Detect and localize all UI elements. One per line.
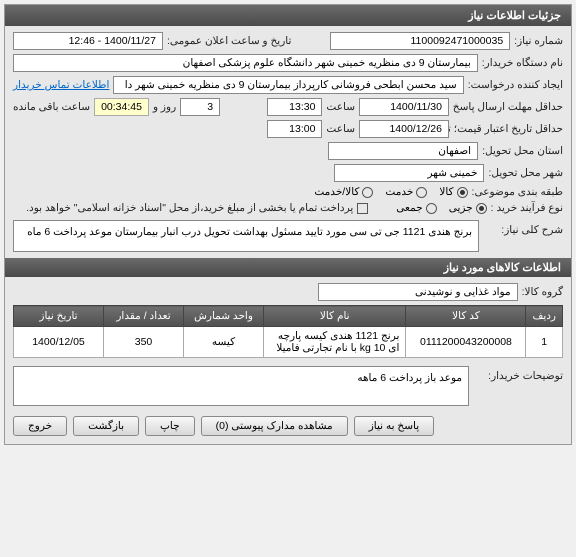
city-label: شهر محل تحویل:	[488, 167, 563, 179]
radio-icon	[476, 203, 487, 214]
th-unit: واحد شمارش	[184, 306, 264, 327]
countdown-field: 00:34:45	[94, 98, 149, 116]
class-opt-both[interactable]: کالا/خدمت	[314, 186, 373, 198]
cell-unit: کیسه	[184, 327, 264, 358]
classification-label: طبقه بندی موضوعی:	[472, 186, 563, 198]
th-code: کد کالا	[406, 306, 526, 327]
th-qty: تعداد / مقدار	[104, 306, 184, 327]
ptype-opt-bulk[interactable]: جمعی	[396, 202, 436, 214]
pub-date-field: 1400/11/27 - 12:46	[13, 32, 163, 50]
button-row: پاسخ به نیاز مشاهده مدارک پیوستی (0) چاپ…	[13, 410, 563, 438]
th-name: نام کالا	[264, 306, 406, 327]
contact-link[interactable]: اطلاعات تماس خریدار	[13, 79, 109, 91]
respond-button[interactable]: پاسخ به نیاز	[354, 416, 434, 436]
cell-name: برنج 1121 هندی کیسه پارچه ای 10 kg با نا…	[264, 327, 406, 358]
radio-icon	[416, 187, 427, 198]
time-label-1: ساعت	[326, 101, 355, 113]
ptype-opt-minor[interactable]: جزیی	[449, 202, 487, 214]
cell-date: 1400/12/05	[14, 327, 104, 358]
class-opt-service[interactable]: خدمت	[385, 186, 427, 198]
cell-qty: 350	[104, 327, 184, 358]
table-header-row: ردیف کد کالا نام کالا واحد شمارش تعداد /…	[14, 306, 563, 327]
goods-table: ردیف کد کالا نام کالا واحد شمارش تعداد /…	[13, 305, 563, 358]
city-field: خمینی شهر	[334, 164, 484, 182]
purchase-type-group: جزیی جمعی	[396, 202, 486, 214]
creator-field: سید محسن ابطحی فروشانی کارپرداز بیمارستا…	[113, 76, 463, 94]
province-label: استان محل تحویل:	[482, 145, 563, 157]
radio-icon	[362, 187, 373, 198]
purchase-type-label: نوع فرآیند خرید :	[491, 202, 563, 214]
time-label-2: ساعت	[326, 123, 355, 135]
need-desc-label: شرح کلی نیاز:	[483, 220, 563, 236]
treasury-checkbox[interactable]	[357, 203, 368, 214]
pub-date-label: تاریخ و ساعت اعلان عمومی:	[167, 35, 291, 47]
attachments-button[interactable]: مشاهده مدارک پیوستی (0)	[201, 416, 348, 436]
goods-group-field: مواد غذایی و نوشیدنی	[318, 283, 518, 301]
goods-group-label: گروه کالا:	[522, 286, 563, 298]
min-validity-label: حداقل تاریخ اعتبار قیمت؛ تا تاریخ:	[453, 123, 563, 135]
cell-code: 0111200043200008	[406, 327, 526, 358]
creator-label: ایجاد کننده درخواست:	[468, 79, 563, 91]
province-field: اصفهان	[328, 142, 478, 160]
min-response-label: حداقل مهلت ارسال پاسخ از تاریخ:	[453, 101, 563, 113]
cell-row: 1	[526, 327, 563, 358]
buyer-org-label: نام دستگاه خریدار:	[482, 57, 563, 69]
goods-sub-header: اطلاعات کالاهای مورد نیاز	[5, 258, 571, 277]
exit-button[interactable]: خروج	[13, 416, 67, 436]
remain-label: ساعت باقی مانده	[13, 101, 90, 113]
buyer-notes-label: توضیحات خریدار:	[473, 366, 563, 382]
resp-date-field: 1400/11/30	[359, 98, 449, 116]
th-row: ردیف	[526, 306, 563, 327]
back-button[interactable]: بازگشت	[73, 416, 139, 436]
classification-group: کالا خدمت کالا/خدمت	[314, 186, 467, 198]
valid-date-field: 1400/12/26	[359, 120, 449, 138]
need-desc-box: برنج هندی 1121 جی تی سی مورد تایید مسئول…	[13, 220, 479, 252]
print-button[interactable]: چاپ	[145, 416, 195, 436]
need-no-label: شماره نیاز:	[514, 35, 563, 47]
valid-time-field: 13:00	[267, 120, 322, 138]
panel-body: شماره نیاز: 1100092471000035 تاریخ و ساع…	[5, 26, 571, 444]
table-row[interactable]: 1 0111200043200008 برنج 1121 هندی کیسه پ…	[14, 327, 563, 358]
day-and-label: روز و	[153, 101, 176, 113]
resp-time-field: 13:30	[267, 98, 322, 116]
radio-icon	[426, 203, 437, 214]
buyer-notes-box: موعد باز پرداخت 6 ماهه	[13, 366, 469, 406]
payment-note: پرداخت تمام یا بخشی از مبلغ خرید،از محل …	[26, 202, 353, 214]
need-details-panel: جزئیات اطلاعات نیاز شماره نیاز: 11000924…	[4, 4, 572, 445]
panel-title: جزئیات اطلاعات نیاز	[5, 5, 571, 26]
resp-days-field: 3	[180, 98, 220, 116]
class-opt-goods[interactable]: کالا	[439, 186, 467, 198]
buyer-org-field: بیمارستان 9 دی منظریه خمینی شهر دانشگاه …	[13, 54, 478, 72]
radio-icon	[457, 187, 468, 198]
need-no-field: 1100092471000035	[330, 32, 510, 50]
th-date: تاریخ نیاز	[14, 306, 104, 327]
